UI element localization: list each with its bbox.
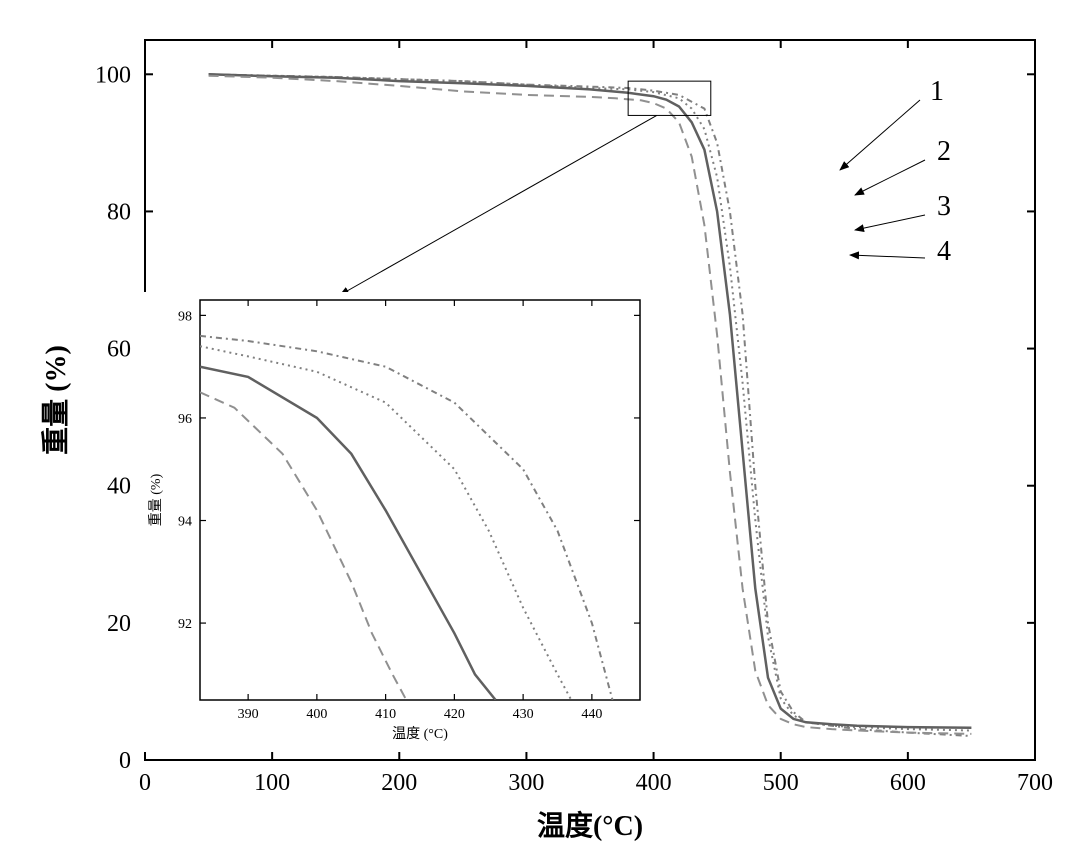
chart-canvas: 0 100 200 300 400 500 600 700 0 20 40 60 80 100 温度(°C)… [0,0,1090,861]
x-tick-label: 200 [381,770,417,796]
inset-x-tick: 430 [513,707,534,722]
x-tick-label: 400 [636,770,672,796]
inset-y-tick: 94 [178,515,192,530]
x-axis-label: 温度(°C) [537,810,643,842]
x-tick-label: 700 [1017,770,1053,796]
y-axis-label: 重量 (%) [40,345,72,455]
inset-x-tick: 440 [581,707,602,722]
inset-y-tick: 92 [178,617,192,632]
series-label-3: 3 [937,191,951,222]
inset-y-tick: 98 [178,309,192,324]
callout-box [628,81,711,115]
y-tick-label: 40 [107,474,131,500]
y-tick-label: 80 [107,199,131,225]
inset-y-label: 重量 (%) [148,473,164,526]
y-tick-label: 100 [95,62,131,88]
series-label-4: 4 [937,236,951,267]
x-tick-label: 500 [763,770,799,796]
series-label-arrow-4 [850,255,925,258]
x-tick-label: 0 [139,770,151,796]
inset-x-tick: 400 [306,707,327,722]
series-label-2: 2 [937,136,951,167]
inset-x-tick: 420 [444,707,465,722]
callout-arrow [340,115,657,295]
series-label-arrow-3 [855,215,925,230]
x-tick-label: 600 [890,770,926,796]
x-tick-label: 100 [254,770,290,796]
inset-y-tick: 96 [178,412,192,427]
series-label-arrow-1 [840,100,920,170]
series-label-arrow-2 [855,160,925,195]
tga-chart: 0 100 200 300 400 500 600 700 0 20 40 60 80 100 温度(°C)… [0,0,1090,861]
inset-x-tick: 390 [238,707,259,722]
inset-x-label: 温度 (°C) [392,726,448,742]
y-tick-label: 60 [107,337,131,363]
x-tick-label: 300 [508,770,544,796]
y-tick-label: 20 [107,611,131,637]
inset-x-tick: 410 [375,707,396,722]
series-label-1: 1 [930,76,944,107]
y-tick-label: 0 [119,748,131,774]
